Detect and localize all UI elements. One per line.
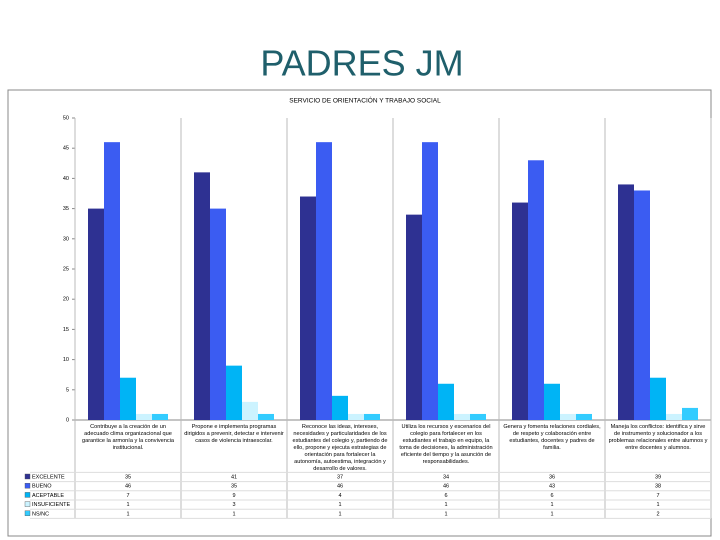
table-value: 7 — [126, 493, 129, 499]
bar — [226, 365, 242, 420]
bar — [258, 413, 274, 420]
bar — [88, 208, 104, 420]
table-value: 6 — [550, 493, 553, 499]
bar — [300, 196, 316, 420]
bar — [364, 413, 380, 420]
y-tick-label: 25 — [63, 266, 69, 272]
bar — [666, 413, 682, 420]
y-tick-label: 15 — [63, 327, 69, 333]
table-value: 35 — [231, 484, 237, 490]
chart-title: SERVICIO DE ORIENTACIÓN Y TRABAJO SOCIAL — [289, 96, 441, 105]
y-tick-label: 20 — [63, 297, 69, 303]
bar — [512, 202, 528, 420]
bar — [454, 413, 470, 420]
bar — [634, 190, 650, 420]
y-tick-label: 0 — [66, 417, 69, 423]
bar — [152, 413, 168, 420]
chart-frame — [7, 89, 712, 537]
bar — [576, 413, 592, 420]
legend-label: EXCELENTE — [32, 474, 65, 480]
bar — [136, 413, 152, 420]
table-value: 36 — [549, 474, 555, 480]
bar — [618, 184, 634, 420]
legend-swatch — [24, 483, 31, 489]
bar — [406, 214, 422, 420]
legend-label: NS/NC — [32, 511, 49, 517]
bar — [422, 142, 438, 420]
table-value: 1 — [550, 502, 553, 508]
table-value: 34 — [443, 474, 449, 480]
legend-swatch — [24, 501, 31, 507]
x-tick-label: Contribuye a la creación de un adecuado … — [81, 424, 175, 451]
y-tick-label: 5 — [66, 387, 69, 393]
y-tick-label: 30 — [63, 236, 69, 242]
table-value: 46 — [443, 484, 449, 490]
table-value: 1 — [126, 511, 129, 517]
legend-label: ACEPTABLE — [32, 493, 64, 499]
table-value: 46 — [337, 484, 343, 490]
table-value: 1 — [444, 502, 447, 508]
table-value: 3 — [232, 502, 235, 508]
y-tick-label: 35 — [63, 206, 69, 212]
bar — [438, 383, 454, 420]
bar — [210, 208, 226, 420]
bar — [470, 413, 486, 420]
bar — [332, 395, 348, 420]
table-value: 41 — [231, 474, 237, 480]
bar — [194, 172, 210, 420]
y-tick-label: 10 — [63, 357, 69, 363]
bar — [528, 160, 544, 420]
bar — [104, 142, 120, 420]
legend-swatch — [24, 510, 31, 516]
table-value: 9 — [232, 493, 235, 499]
bar — [242, 401, 258, 420]
table-value: 35 — [125, 474, 131, 480]
bar — [682, 407, 698, 420]
table-value: 2 — [656, 511, 659, 517]
x-tick-label: Reconoce las ideas, intereses, necesidad… — [292, 424, 388, 472]
table-value: 38 — [655, 484, 661, 490]
table-value: 1 — [550, 511, 553, 517]
table-value: 43 — [549, 484, 555, 490]
table-value: 37 — [337, 474, 343, 480]
legend-swatch — [24, 473, 31, 480]
y-tick-label: 40 — [63, 176, 69, 182]
table-value: 1 — [444, 511, 447, 517]
bar — [348, 413, 364, 420]
table-value: 39 — [655, 474, 661, 480]
y-tick-label: 50 — [63, 115, 69, 121]
table-value: 1 — [656, 502, 659, 508]
legend-swatch — [24, 492, 31, 498]
table-value: 6 — [444, 493, 447, 499]
legend-label: BUENO — [32, 484, 52, 490]
bar — [650, 377, 666, 420]
bar — [316, 142, 332, 420]
table-value: 1 — [126, 502, 129, 508]
legend-label: INSUFICIENTE — [32, 502, 71, 508]
table-value: 1 — [338, 511, 341, 517]
bar — [560, 413, 576, 420]
x-tick-label: Propone e implementa programas dirigidos… — [184, 424, 284, 444]
x-tick-label: Genera y fomenta relaciones cordiales, d… — [503, 424, 601, 451]
y-tick-label: 45 — [63, 146, 69, 152]
table-value: 7 — [656, 493, 659, 499]
table-value: 46 — [125, 484, 131, 490]
slide-title: PADRES JM — [260, 43, 463, 84]
table-value: 4 — [338, 493, 341, 499]
table-value: 1 — [232, 511, 235, 517]
table-value: 1 — [338, 502, 341, 508]
x-tick-label: Maneja los conflictos: identifica y sirv… — [608, 424, 708, 451]
x-tick-label: Utiliza los recursos y escenarios del co… — [399, 424, 493, 465]
bar — [120, 377, 136, 420]
bar — [544, 383, 560, 420]
